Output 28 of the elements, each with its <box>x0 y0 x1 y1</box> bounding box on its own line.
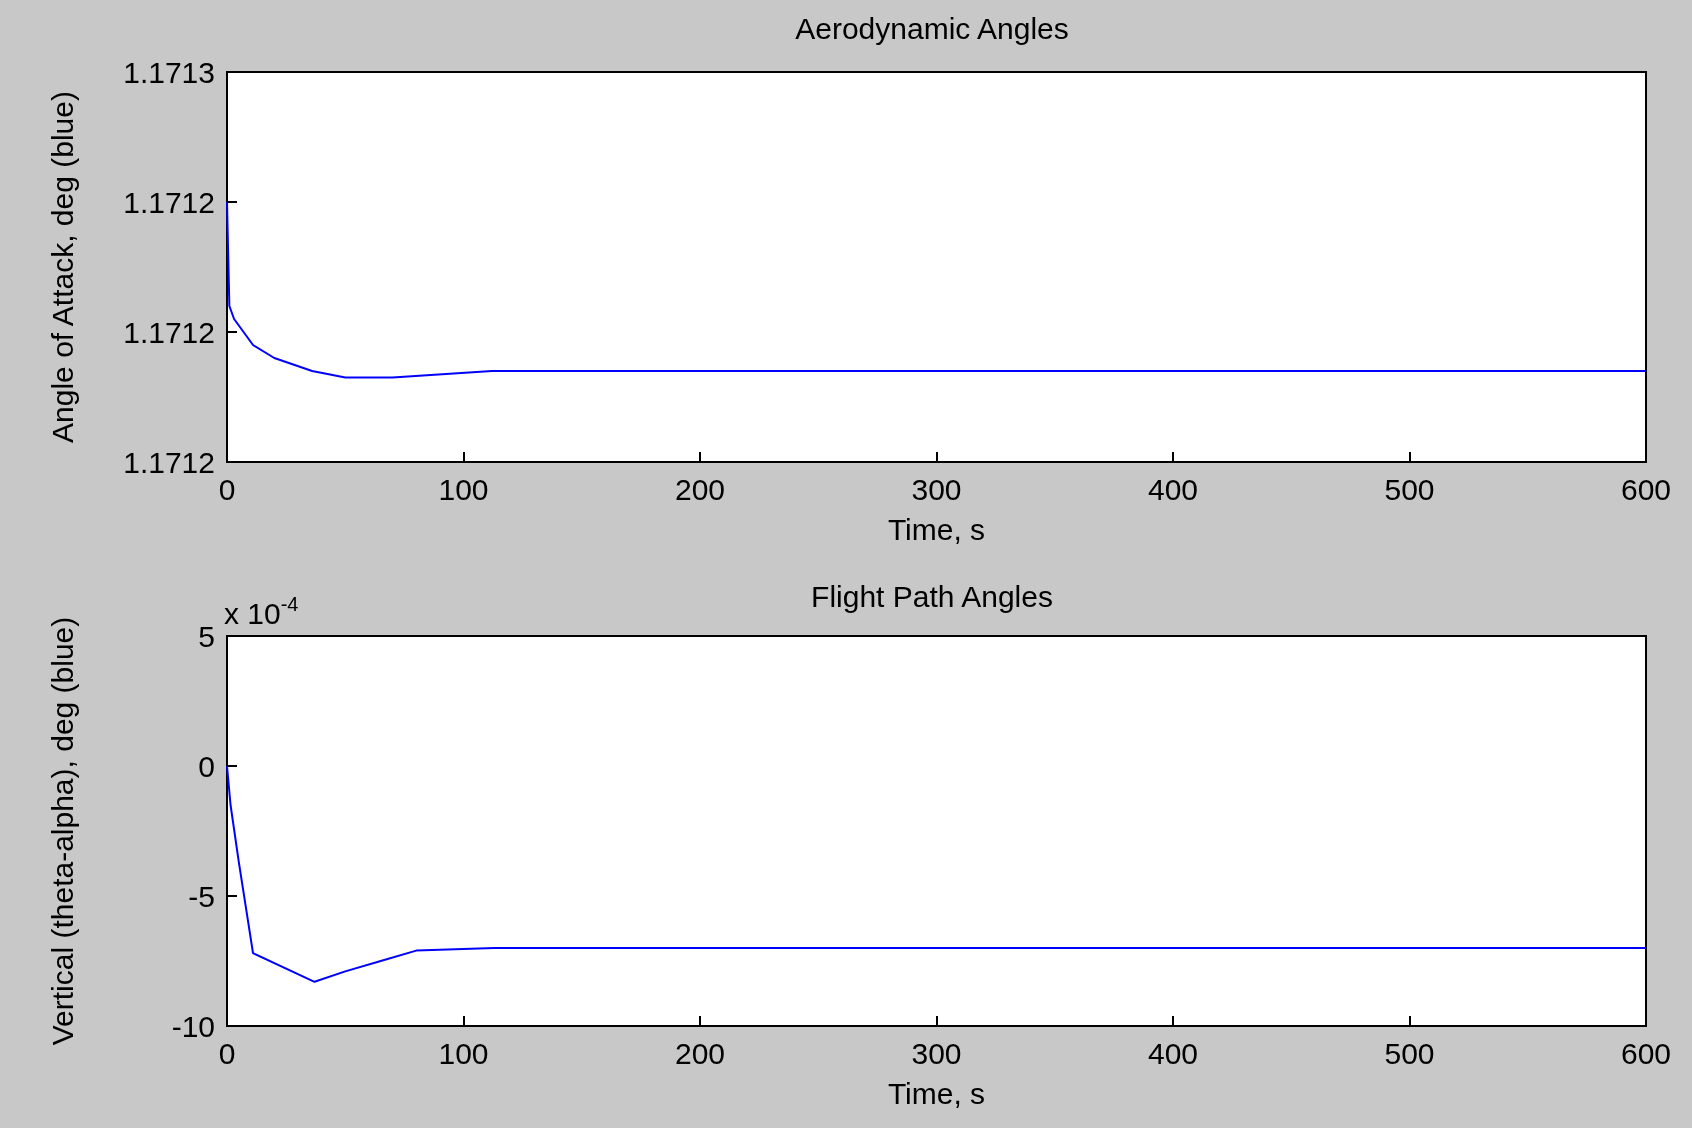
y-tick-label: -10 <box>171 1009 215 1043</box>
x-tick-label: 400 <box>1147 1036 1199 1070</box>
y-tick-label: -5 <box>188 879 215 913</box>
x-axis-title: Time, s <box>887 512 986 546</box>
y-tick-label: 1.1713 <box>123 55 215 89</box>
x-tick-label: 600 <box>1620 1036 1672 1070</box>
x-axis-title: Time, s <box>887 1076 986 1110</box>
x-tick-label: 600 <box>1620 472 1672 506</box>
y-axis-title: Angle of Attack, deg (blue) <box>45 91 79 443</box>
line-series <box>226 765 1647 983</box>
x-tick-label: 300 <box>911 1036 962 1070</box>
x-tick-label: 400 <box>1147 472 1199 506</box>
x-tick-label: 300 <box>911 472 962 506</box>
x-tick-label: 200 <box>674 472 726 506</box>
y-axis-title: Vertical (theta-alpha), deg (blue) <box>45 616 79 1046</box>
y-tick-label: 1.1712 <box>123 185 215 219</box>
x-tick-label: 500 <box>1384 472 1435 506</box>
x-tick-label: 200 <box>674 1036 726 1070</box>
x-tick-label: 100 <box>438 472 489 506</box>
y-tick-label: 1.1712 <box>123 315 215 349</box>
chart-title: Aerodynamic Angles <box>795 11 1069 45</box>
y-tick-label: 1.1712 <box>123 445 215 479</box>
x-tick-label: 100 <box>438 1036 489 1070</box>
y-tick-label: 5 <box>198 619 215 653</box>
line-series <box>226 201 1647 379</box>
chart-title: Flight Path Angles <box>811 579 1053 613</box>
y-tick-label: 0 <box>198 749 215 783</box>
x-tick-label: 500 <box>1384 1036 1435 1070</box>
